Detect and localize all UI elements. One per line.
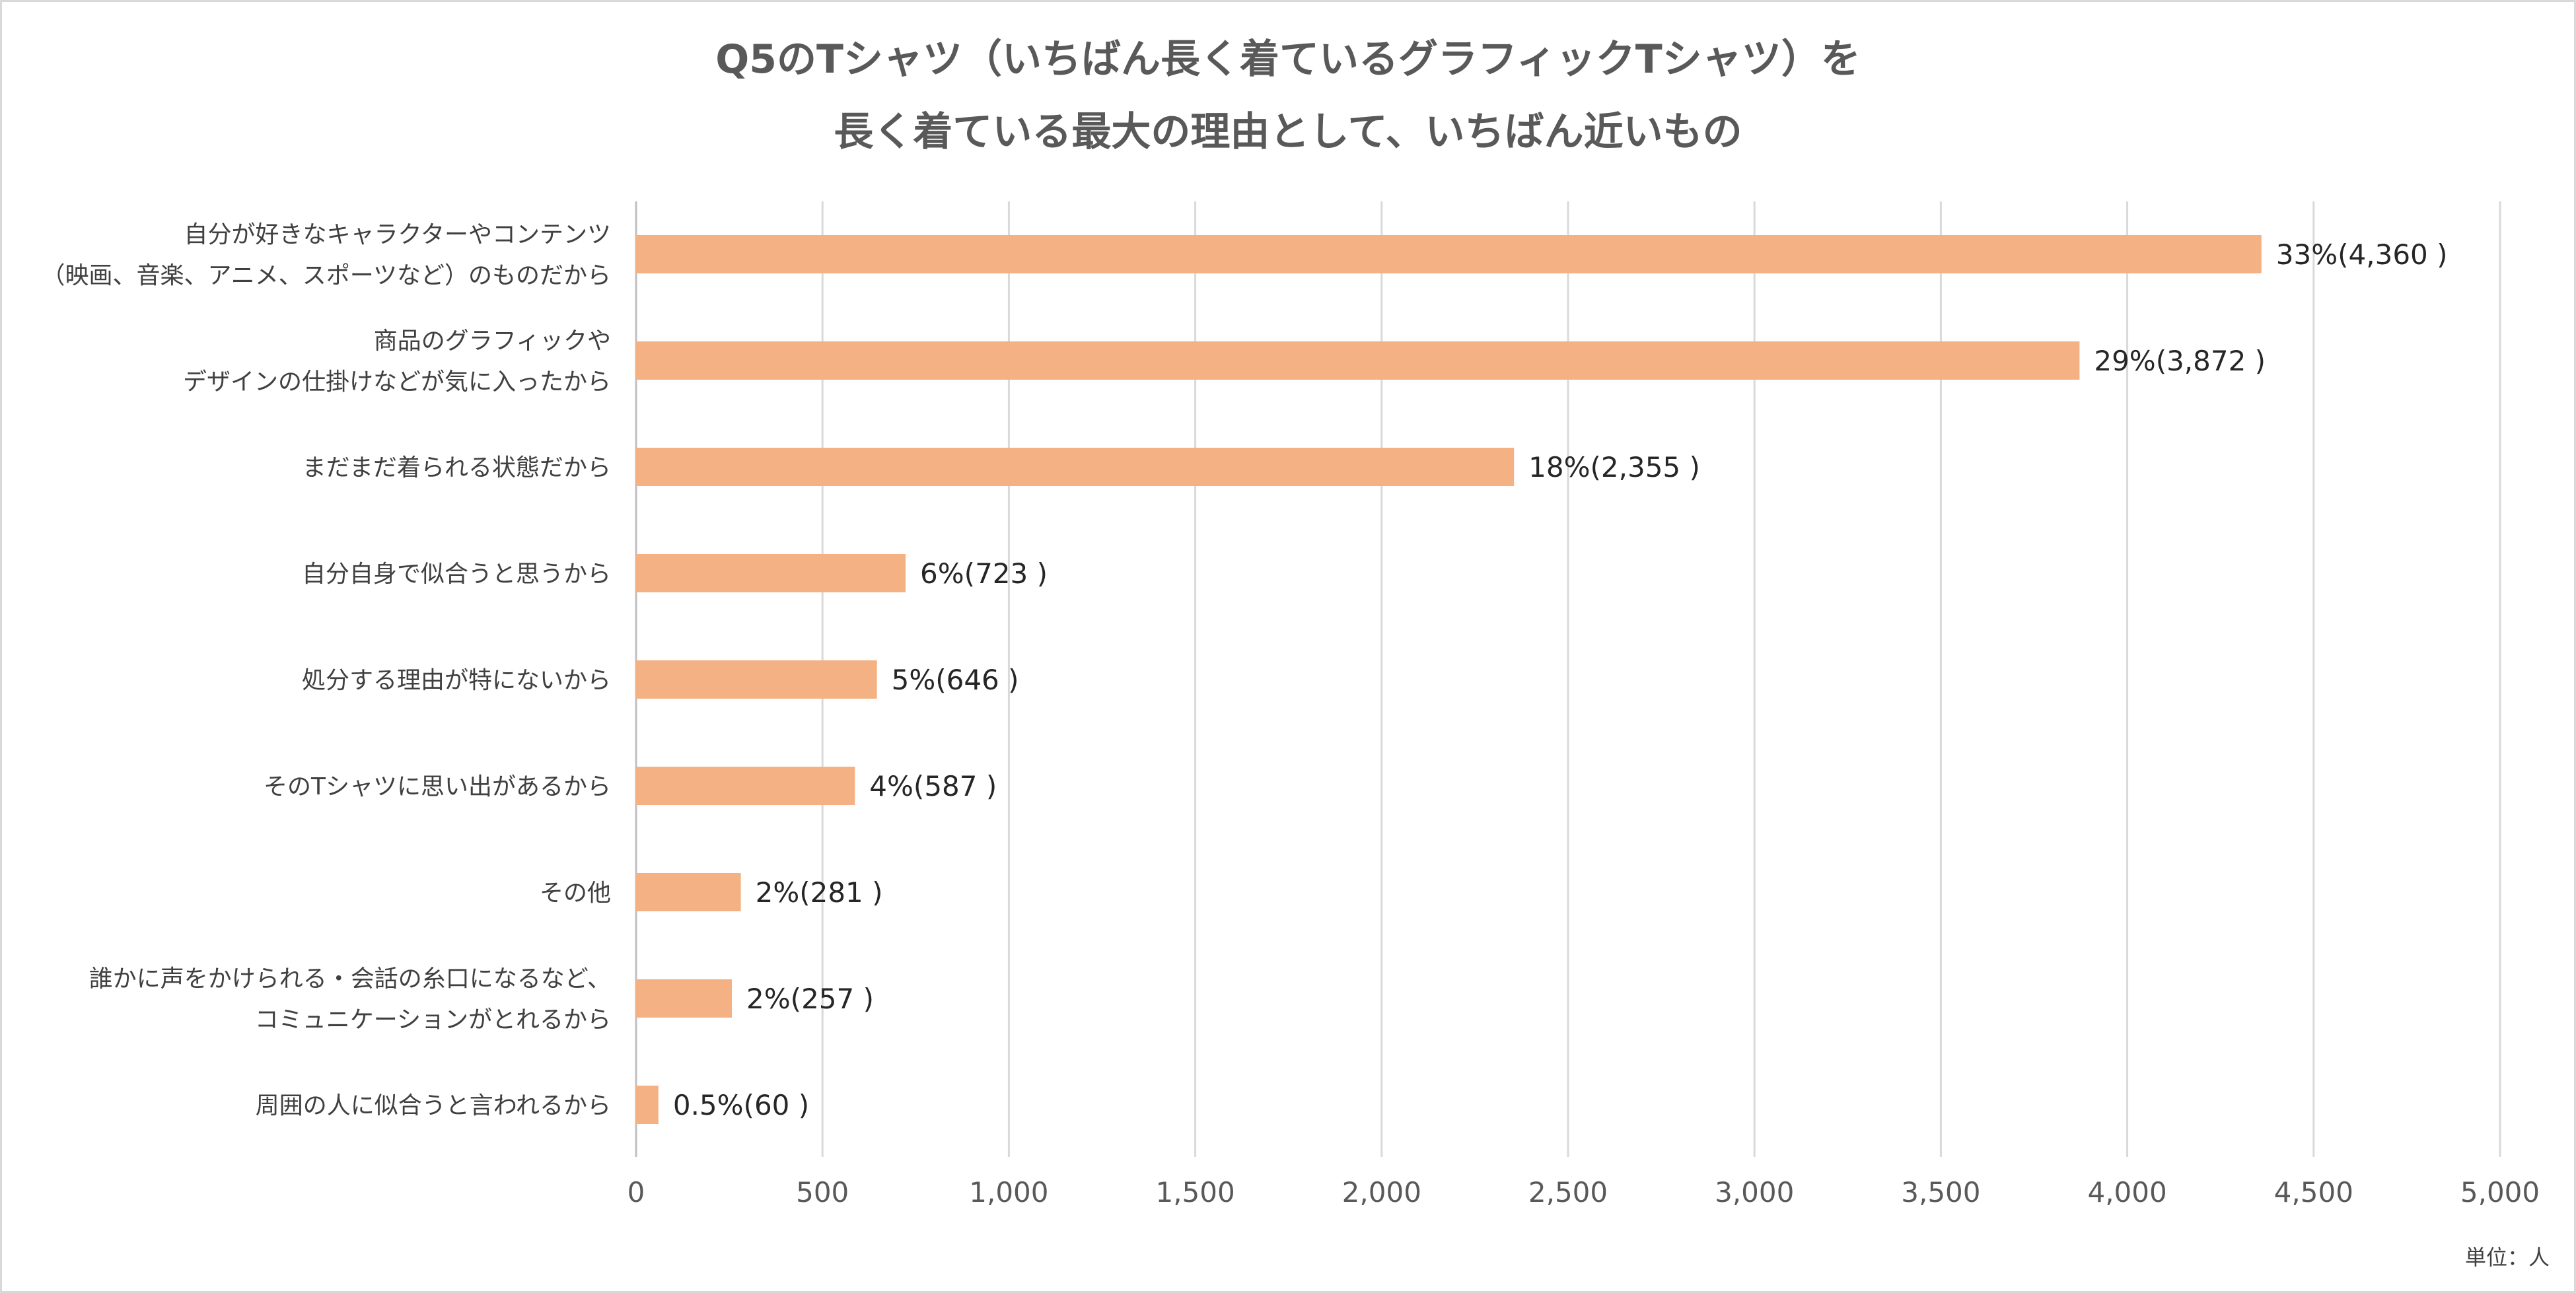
value-label: 2%(257 ) [746,983,874,1015]
category-labels: 自分が好きなキャラクターやコンテンツ （映画、音楽、アニメ、スポーツなど）のものだ… [41,221,611,1119]
x-tick-label: 1,000 [969,1176,1048,1208]
x-tick-label: 3,000 [1715,1176,1794,1208]
x-tick-label: 4,000 [2087,1176,2166,1208]
category-label: 周囲の人に似合うと言われるから [256,1092,611,1119]
x-tick-label: 500 [796,1176,849,1208]
value-label: 29%(3,872 ) [2094,345,2266,377]
bar [636,1086,659,1124]
value-label: 5%(646 ) [892,664,1019,696]
value-label: 4%(587 ) [869,770,997,802]
chart-title-line: 長く着ている最大の理由として、いちばん近いもの [834,109,1742,155]
value-labels: 33%(4,360 ) 29%(3,872 ) 18%(2,355 ) 6%(723 … [673,238,2448,1121]
chart-title: Q5のTシャツ（いちばん長く着ているグラフィックTシャツ）を長く着ている最大の理… [715,36,1860,155]
value-label: 6%(723 ) [920,557,1048,590]
bar [636,554,906,592]
category-label: 自分が好きなキャラクターやコンテンツ [184,221,611,248]
x-tick-label: 4,500 [2274,1176,2353,1208]
category-label: そのTシャツに思い出があるから [264,773,611,800]
bar [636,873,741,911]
bar [636,767,855,805]
x-tick-label: 5,000 [2460,1176,2540,1208]
category-label: コミュニケーションがとれるから [255,1006,611,1033]
category-label: （映画、音楽、アニメ、スポーツなど）のものだから [41,262,611,289]
x-tick-label: 2,500 [1528,1176,1608,1208]
value-label: 33%(4,360 ) [2276,238,2448,271]
value-label: 18%(2,355 ) [1528,451,1700,483]
bar [636,660,877,699]
value-label: 2%(281 ) [756,876,883,909]
bar [636,341,2080,380]
category-label: まだまだ着られる状態だから [303,454,611,481]
category-label: 自分自身で似合うと思うから [302,561,611,588]
x-tick-label: 2,000 [1342,1176,1421,1208]
x-tick-label: 1,500 [1155,1176,1234,1208]
category-label: デザインの仕掛けなどが気に入ったから [183,368,611,396]
bar [636,448,1515,486]
x-tick-label: 3,500 [1901,1176,1980,1208]
category-label: その他 [540,880,611,907]
x-tick-labels: 0 500 1,000 1,500 2,000 2,500 3,000 3,500 4,000 4… [627,1176,2540,1208]
category-label: 誰かに声をかけられる・会話の糸口になるなど、 [89,965,611,993]
bar [636,979,733,1018]
category-label: 処分する理由が特にないから [302,667,611,694]
unit-label: 単位：人 [2465,1245,2550,1270]
bars [636,235,2262,1124]
x-tick-label: 0 [627,1176,645,1208]
chart-title-line: Q5のTシャツ（いちばん長く着ているグラフィックTシャツ）を [715,36,1860,83]
value-label: 0.5%(60 ) [673,1089,809,1121]
category-label: 商品のグラフィックや [374,328,611,355]
bar [636,235,2262,273]
